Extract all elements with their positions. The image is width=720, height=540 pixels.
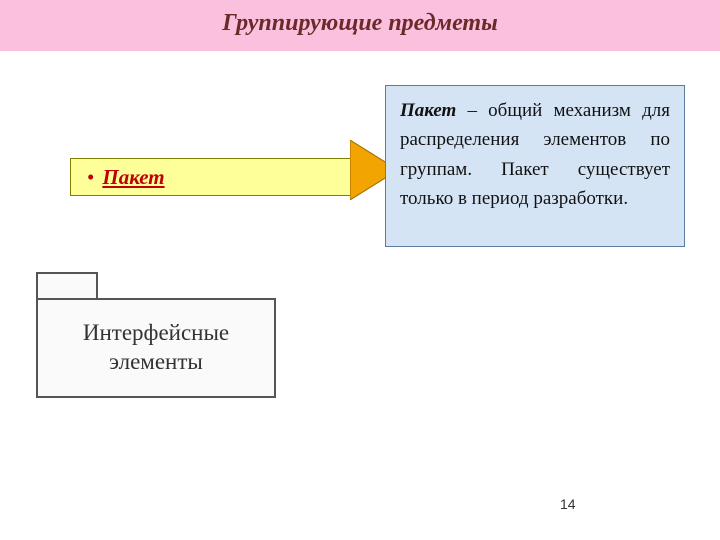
definition-text: Пакет – общий механизм для распределения… bbox=[400, 100, 670, 209]
bullet-label: Пакет bbox=[102, 165, 164, 189]
definition-box: Пакет – общий механизм для распределения… bbox=[385, 85, 685, 247]
uml-package: Интерфейсныеэлементы bbox=[36, 272, 276, 398]
definition-term: Пакет bbox=[400, 100, 456, 121]
uml-package-tab bbox=[36, 272, 98, 298]
slide-title: Группирующие предметы bbox=[222, 10, 497, 36]
bullet-box: • Пакет bbox=[70, 158, 355, 196]
title-bar: Группирующие предметы bbox=[0, 0, 720, 51]
page-number: 14 bbox=[560, 496, 576, 512]
bullet-marker: • bbox=[87, 165, 94, 190]
bullet-line: • Пакет bbox=[87, 165, 165, 189]
uml-package-body: Интерфейсныеэлементы bbox=[36, 298, 276, 398]
uml-package-label: Интерфейсныеэлементы bbox=[83, 319, 229, 377]
